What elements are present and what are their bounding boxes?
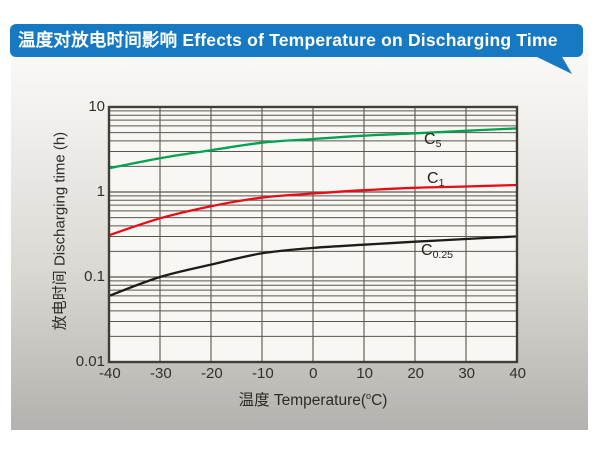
x-tick-label: -40	[99, 365, 121, 382]
page-title: 温度对放电时间影响 Effects of Temperature on Disc…	[18, 30, 558, 50]
x-axis-title-unit: C)	[371, 392, 388, 409]
series-label-c1: C1	[427, 170, 445, 189]
title-banner: 温度对放电时间影响 Effects of Temperature on Disc…	[10, 24, 583, 57]
x-axis-title: 温度 Temperature(oC)	[109, 388, 517, 410]
x-tick-label: -10	[252, 365, 274, 382]
chart-canvas	[107, 105, 519, 364]
y-tick-label: 0.01	[75, 353, 105, 371]
x-tick-label: 0	[309, 365, 318, 382]
y-tick-label: 0.1	[84, 268, 105, 286]
curve-c5	[107, 127, 519, 170]
y-tick-label: 1	[96, 183, 105, 201]
series-label-c0-25: C0.25	[421, 242, 453, 261]
banner-tail-icon	[533, 55, 572, 74]
y-axis-ticks: 10 1 0.1 0.01	[55, 98, 105, 370]
plot-area	[107, 105, 519, 364]
plot-border	[107, 105, 519, 364]
series-label-c5: C5	[424, 131, 442, 150]
x-axis-title-text: 温度 Temperature(	[238, 392, 367, 409]
degree-superscript: o	[366, 390, 372, 401]
x-tick-label: 20	[407, 365, 425, 382]
x-axis-ticks: -40 -30 -20 -10 0 10 20 30 40	[99, 365, 526, 383]
x-tick-label: -20	[201, 365, 223, 382]
curve-c1	[107, 183, 519, 237]
y-tick-label: 10	[88, 98, 105, 116]
x-tick-label: -30	[150, 365, 172, 382]
curve-c0-25	[107, 235, 519, 298]
x-tick-label: 10	[356, 365, 374, 382]
x-tick-label: 30	[458, 365, 476, 382]
x-tick-label: 40	[509, 365, 527, 382]
